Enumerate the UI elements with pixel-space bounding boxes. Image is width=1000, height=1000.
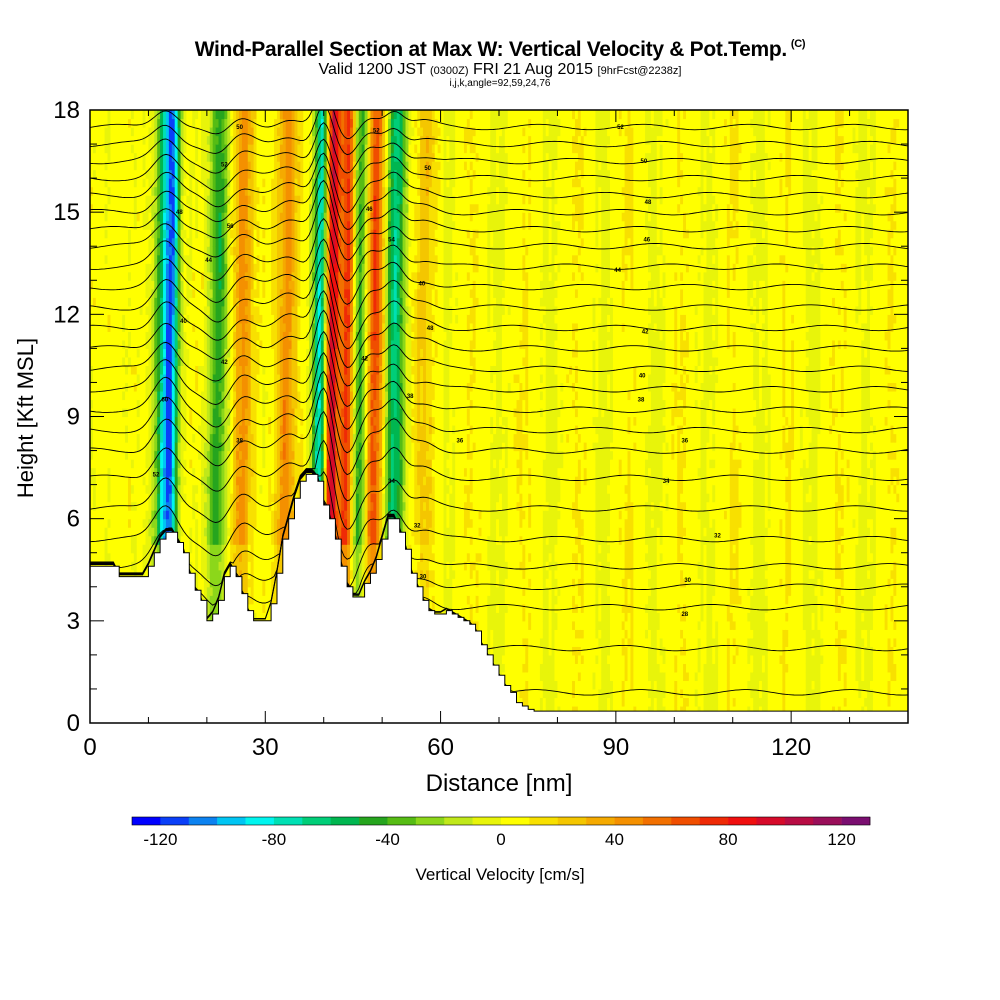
y-tick-label: 0	[67, 710, 80, 737]
colorbar-swatch	[387, 817, 417, 825]
chart-title: Wind-Parallel Section at Max W: Vertical…	[0, 38, 1000, 62]
valid-utc: (0300Z)	[430, 65, 469, 77]
colorbar-tick-label: -120	[143, 830, 177, 849]
x-axis-label: Distance [nm]	[426, 770, 573, 797]
colorbar-swatch	[217, 817, 246, 825]
valid-date: FRI 21 Aug 2015	[473, 61, 593, 78]
y-axis-label: Height [Kft MSL]	[13, 338, 38, 498]
contour-label: 36	[681, 438, 688, 444]
colorbar-swatch	[586, 817, 615, 825]
contour-label: 38	[236, 438, 243, 444]
contour-label: 46	[366, 207, 373, 213]
contour-label: 30	[684, 578, 691, 584]
chart-subtitle: Valid 1200 JST (0300Z) FRI 21 Aug 2015 […	[0, 61, 1000, 79]
x-tick-label: 30	[252, 734, 279, 761]
contour-label: 54	[388, 237, 395, 243]
y-tick-label: 6	[67, 506, 80, 533]
contour-label: 36	[457, 438, 464, 444]
potential-temperature-contours	[90, 110, 908, 696]
contour-label: 40	[639, 374, 646, 380]
colorbar-swatch	[415, 817, 445, 825]
contour-label: 52	[617, 125, 624, 131]
contour-label: 52	[373, 128, 380, 134]
colorbar-swatch	[273, 817, 303, 825]
contour-label: 44	[205, 258, 212, 264]
colorbar-swatch	[160, 817, 190, 825]
valid-prefix: Valid 1200 JST	[319, 61, 426, 78]
contour-label: 28	[681, 612, 688, 618]
contour-labels: 52 60 40 48 44 42 52 56 38 50 42 46 52 34 54 38 40 32 30 50…	[153, 125, 722, 618]
x-tick-label: 120	[771, 734, 811, 761]
colorbar-swatch	[813, 817, 842, 825]
contour-label: 30	[420, 575, 427, 581]
title-mark: (C)	[791, 38, 806, 50]
contour-label: 50	[641, 159, 648, 165]
colorbar-swatch	[614, 817, 644, 825]
contour-label: 50	[424, 166, 431, 172]
contour-label: 38	[407, 394, 414, 400]
contour-label: 48	[427, 326, 434, 332]
colorbar-swatch	[472, 817, 502, 825]
colorbar-tick-label: 0	[496, 830, 505, 849]
terrain-mask	[89, 473, 909, 724]
contour-label: 38	[638, 398, 645, 404]
colorbar-swatch	[529, 817, 559, 825]
colorbar: -120 -80 -40 0 40 80 120	[131, 816, 871, 849]
colorbar-label: Vertical Velocity [cm/s]	[415, 865, 584, 884]
y-tick-label: 3	[67, 608, 80, 635]
colorbar-swatch	[302, 817, 331, 825]
colorbar-swatch	[359, 817, 388, 825]
contour-label: 48	[176, 210, 183, 216]
colorbar-swatch	[188, 817, 218, 825]
contour-label: 60	[161, 398, 168, 404]
x-tick-label: 0	[83, 734, 96, 761]
contour-label: 46	[643, 237, 650, 243]
contour-label: 32	[714, 534, 721, 540]
x-axis: 0 30 60 90 120	[83, 110, 909, 761]
colorbar-tick-label: 40	[605, 830, 624, 849]
colorbar-tick-label: -80	[262, 830, 287, 849]
contour-label: 42	[221, 360, 228, 366]
contour-label: 52	[153, 472, 160, 478]
grid-indices: i,j,k,angle=92,59,24,76	[0, 78, 1000, 89]
colorbar-swatch	[330, 817, 360, 825]
contour-label: 50	[236, 125, 243, 131]
colorbar-swatch	[841, 817, 871, 825]
colorbar-swatch	[444, 817, 473, 825]
contour-label: 40	[419, 282, 426, 288]
contour-label: 42	[361, 357, 368, 363]
contour-label: 42	[642, 329, 649, 335]
contour-label: 44	[614, 268, 621, 274]
contour-label: 34	[388, 479, 395, 485]
chart-title-text: Wind-Parallel Section at Max W: Vertical…	[195, 38, 788, 61]
y-tick-label: 18	[53, 97, 80, 124]
y-tick-label: 12	[53, 301, 80, 328]
contour-label: 48	[645, 200, 652, 206]
contour-label: 32	[414, 524, 421, 530]
contour-label: 56	[227, 224, 234, 230]
colorbar-swatch	[671, 817, 700, 825]
y-tick-label: 9	[67, 404, 80, 431]
x-tick-label: 60	[427, 734, 454, 761]
contour-label: 34	[663, 479, 670, 485]
forecast-info: [9hrFcst@2238z]	[598, 65, 682, 77]
colorbar-tick-label: 80	[719, 830, 738, 849]
colorbar-swatch	[501, 817, 530, 825]
x-tick-label: 90	[603, 734, 630, 761]
colorbar-swatch	[784, 817, 814, 825]
colorbar-swatch	[245, 817, 275, 825]
colorbar-swatch	[642, 817, 672, 825]
contour-label: 40	[180, 319, 187, 325]
colorbar-swatch	[699, 817, 729, 825]
colorbar-swatch	[728, 817, 757, 825]
colorbar-tick-label: -40	[375, 830, 400, 849]
colorbar-tick-label: 120	[827, 830, 855, 849]
colorbar-swatch	[557, 817, 587, 825]
contour-label: 52	[221, 163, 228, 169]
colorbar-swatch	[756, 817, 786, 825]
colorbar-swatch	[132, 817, 161, 825]
y-tick-label: 15	[53, 199, 80, 226]
